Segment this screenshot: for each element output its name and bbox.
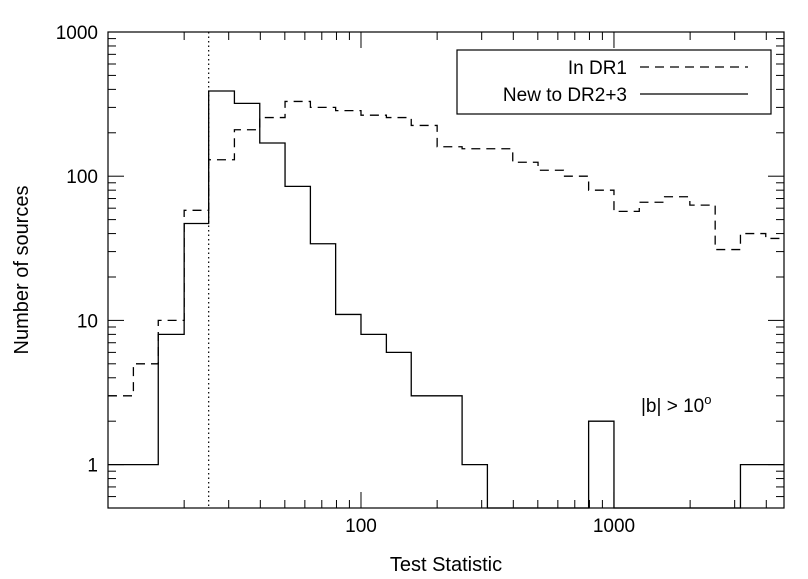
y-tick-label: 1000: [56, 23, 98, 44]
x-axis-title: Test Statistic: [390, 554, 502, 576]
annotation-latitude-cut: |b| > 10o: [641, 392, 711, 417]
series-new-to-dr2-3: [108, 90, 784, 509]
legend-label: New to DR2+3: [503, 85, 627, 106]
x-tick-label: 100: [345, 516, 377, 537]
y-tick-label: 1: [87, 456, 98, 477]
legend-label: In DR1: [568, 58, 627, 79]
legend: In DR1 New to DR2+3: [456, 49, 772, 115]
legend-box: [456, 49, 772, 115]
x-tick-label: 1000: [593, 516, 635, 537]
y-tick-label: 10: [77, 311, 98, 332]
annotation-superscript: o: [704, 392, 711, 407]
y-axis-title: Number of sources: [11, 186, 33, 355]
axes: 100 1000 1 10 100 1000: [56, 23, 785, 537]
series-in-dr1: [108, 100, 784, 397]
series-layer: [108, 90, 784, 509]
y-tick-label: 100: [66, 167, 98, 188]
plot-frame: [107, 31, 785, 509]
